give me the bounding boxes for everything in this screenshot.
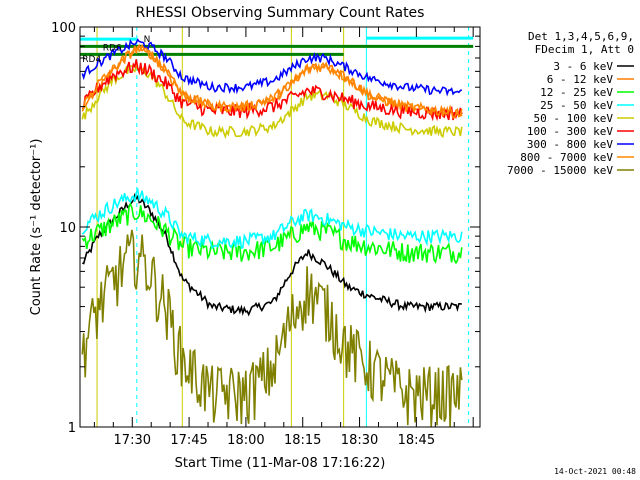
y-axis-label: Count Rate (s⁻¹ detector⁻¹) (29, 139, 44, 316)
x-tick-label-2: 18:00 (227, 433, 264, 448)
flag-label-2: N (144, 35, 151, 45)
legend-label-0: 3 - 6 keV (553, 60, 613, 73)
legend-header-line-1: Det 1,3,4,5,6,9, (528, 30, 634, 43)
chart-title: RHESSI Observing Summary Count Rates (136, 5, 425, 21)
series-line-4 (81, 63, 463, 140)
legend-label-5: 100 - 300 keV (527, 125, 613, 138)
legend-label-1: 6 - 12 keV (547, 73, 614, 86)
legend-label-2: 12 - 25 keV (540, 86, 613, 99)
legend: Det 1,3,4,5,6,9, FDecim 1, Att 0 3 - 6 k… (507, 30, 634, 177)
y-tick-label-1: 10 (59, 221, 76, 236)
flag-label-1: RD4 (82, 55, 101, 65)
x-tick-label-3: 18:15 (284, 433, 321, 448)
legend-label-8: 7000 - 15000 keV (507, 164, 613, 177)
legend-label-3: 25 - 50 keV (540, 99, 613, 112)
series-line-5 (82, 59, 463, 122)
y-tick-label-2: 100 (51, 21, 76, 36)
series-line-7 (81, 43, 463, 119)
x-tick-label-0: 17:30 (114, 433, 151, 448)
x-tick-label-5: 18:45 (398, 433, 435, 448)
footer-date: 14-Oct-2021 00:48 (554, 467, 636, 476)
series-line-3 (81, 187, 463, 250)
flag-label-0: RD6 (103, 43, 122, 53)
x-tick-label-1: 17:45 (170, 433, 207, 448)
x-axis-ticks: 17:30 17:45 18:00 18:15 18:30 18:45 (93, 27, 474, 448)
series-line-2 (81, 202, 463, 265)
y-tick-label-0: 1 (68, 421, 76, 436)
series-line-8 (81, 229, 463, 428)
legend-label-7: 800 - 7000 keV (520, 151, 613, 164)
x-tick-label-4: 18:30 (341, 433, 378, 448)
legend-header-line-2: FDecim 1, Att 0 (535, 43, 634, 56)
series-line-0 (82, 192, 463, 317)
y-axis-ticks: 1 10 100 (51, 21, 480, 436)
legend-label-6: 300 - 800 keV (527, 138, 613, 151)
x-axis-label: Start Time (11-Mar-08 17:16:22) (175, 456, 386, 471)
legend-label-4: 50 - 100 keV (534, 112, 614, 125)
